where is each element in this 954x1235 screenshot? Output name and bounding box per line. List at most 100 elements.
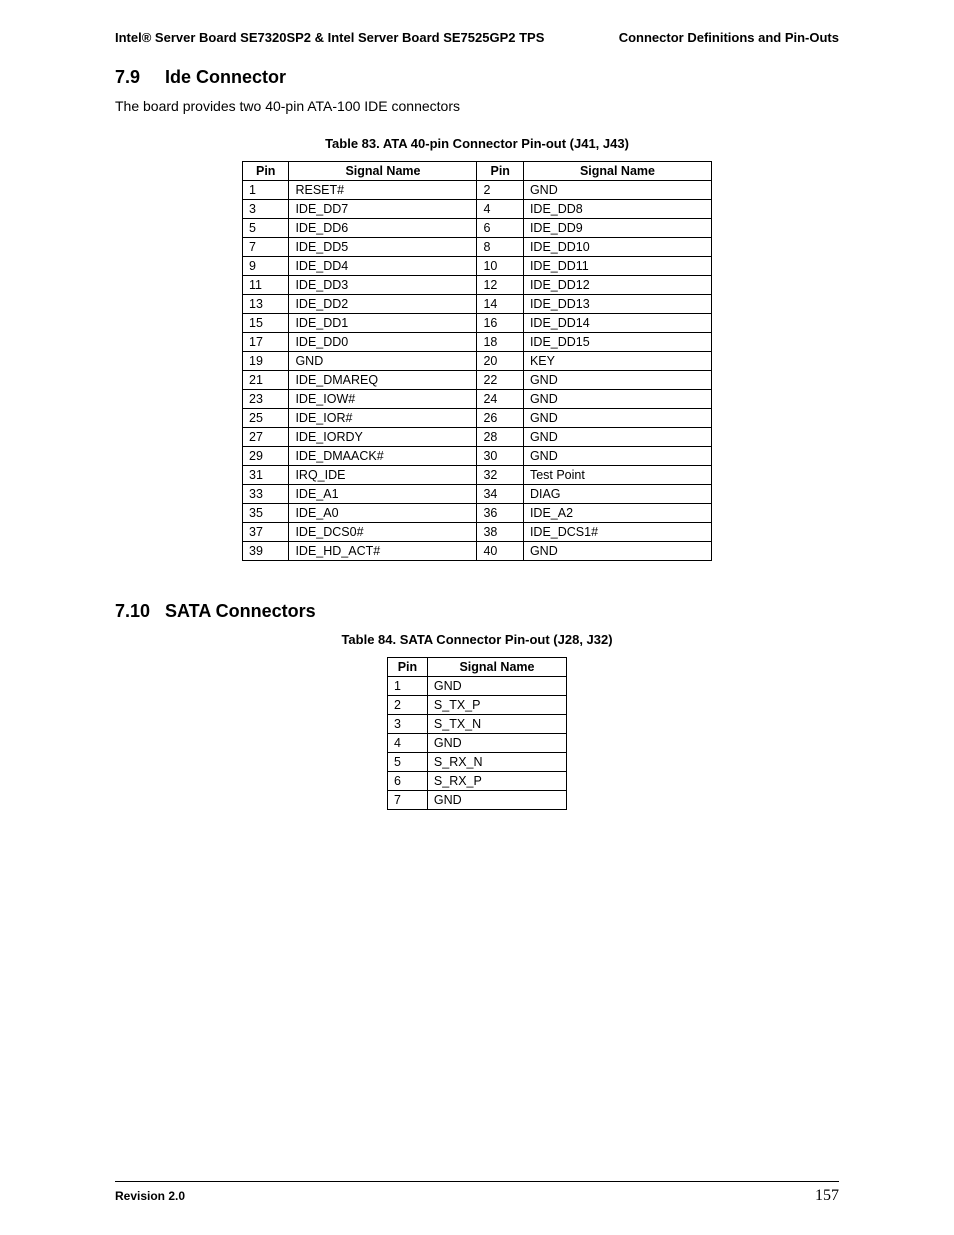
- table-cell: GND: [427, 677, 566, 696]
- table-cell: 20: [477, 352, 523, 371]
- table-cell: 36: [477, 504, 523, 523]
- table-cell: S_RX_N: [427, 753, 566, 772]
- table-cell: Test Point: [523, 466, 711, 485]
- table-cell: 1: [243, 181, 289, 200]
- table-cell: 40: [477, 542, 523, 561]
- table-row: 13IDE_DD214IDE_DD13: [243, 295, 712, 314]
- table-row: 37IDE_DCS0#38IDE_DCS1#: [243, 523, 712, 542]
- col-header: Signal Name: [427, 658, 566, 677]
- table-cell: IDE_DD9: [523, 219, 711, 238]
- table-cell: IDE_DD2: [289, 295, 477, 314]
- table-cell: 2: [388, 696, 428, 715]
- table-cell: IDE_DMAREQ: [289, 371, 477, 390]
- table-row: 35IDE_A036IDE_A2: [243, 504, 712, 523]
- table-cell: IDE_DD10: [523, 238, 711, 257]
- table-row: 1RESET#2GND: [243, 181, 712, 200]
- table-cell: 26: [477, 409, 523, 428]
- table-cell: IDE_DD4: [289, 257, 477, 276]
- section-number: 7.10: [115, 601, 160, 622]
- section-number: 7.9: [115, 67, 160, 88]
- table-cell: 1: [388, 677, 428, 696]
- table-83: Pin Signal Name Pin Signal Name 1RESET#2…: [242, 161, 712, 561]
- table-cell: 4: [388, 734, 428, 753]
- table-row: 17IDE_DD018IDE_DD15: [243, 333, 712, 352]
- table-header-row: Pin Signal Name Pin Signal Name: [243, 162, 712, 181]
- table-cell: GND: [523, 390, 711, 409]
- table-row: 7GND: [388, 791, 567, 810]
- table-row: 3IDE_DD74IDE_DD8: [243, 200, 712, 219]
- section-body: The board provides two 40-pin ATA-100 ID…: [115, 98, 839, 114]
- col-header: Signal Name: [289, 162, 477, 181]
- table-cell: 9: [243, 257, 289, 276]
- table-cell: 4: [477, 200, 523, 219]
- table-cell: 24: [477, 390, 523, 409]
- table-row: 6S_RX_P: [388, 772, 567, 791]
- table-row: 11IDE_DD312IDE_DD12: [243, 276, 712, 295]
- table-cell: IDE_DD6: [289, 219, 477, 238]
- table-cell: IDE_HD_ACT#: [289, 542, 477, 561]
- table-row: 23IDE_IOW#24GND: [243, 390, 712, 409]
- table-cell: GND: [523, 542, 711, 561]
- table-cell: S_RX_P: [427, 772, 566, 791]
- table-cell: GND: [523, 428, 711, 447]
- table-row: 31IRQ_IDE32Test Point: [243, 466, 712, 485]
- table-cell: 34: [477, 485, 523, 504]
- table-cell: 32: [477, 466, 523, 485]
- table-cell: 16: [477, 314, 523, 333]
- table-row: 1GND: [388, 677, 567, 696]
- table-row: 27IDE_IORDY28GND: [243, 428, 712, 447]
- table-cell: 28: [477, 428, 523, 447]
- table-cell: IDE_DD11: [523, 257, 711, 276]
- section-heading-7-9: 7.9 Ide Connector: [115, 67, 839, 88]
- table-cell: GND: [523, 447, 711, 466]
- table-cell: IDE_DD15: [523, 333, 711, 352]
- table-row: 29IDE_DMAACK#30GND: [243, 447, 712, 466]
- table-cell: IDE_IOW#: [289, 390, 477, 409]
- header-right: Connector Definitions and Pin-Outs: [619, 30, 839, 45]
- table-cell: 3: [243, 200, 289, 219]
- table-cell: IDE_DD14: [523, 314, 711, 333]
- table-cell: 13: [243, 295, 289, 314]
- section-title: SATA Connectors: [165, 601, 316, 621]
- table-cell: IDE_DMAACK#: [289, 447, 477, 466]
- table-cell: IDE_IOR#: [289, 409, 477, 428]
- table-cell: 6: [477, 219, 523, 238]
- table-cell: 17: [243, 333, 289, 352]
- table-cell: 5: [388, 753, 428, 772]
- table-cell: GND: [427, 734, 566, 753]
- table-row: 15IDE_DD116IDE_DD14: [243, 314, 712, 333]
- table-cell: 7: [243, 238, 289, 257]
- table-cell: 30: [477, 447, 523, 466]
- table-cell: 18: [477, 333, 523, 352]
- table-header-row: Pin Signal Name: [388, 658, 567, 677]
- table-cell: 7: [388, 791, 428, 810]
- table-cell: DIAG: [523, 485, 711, 504]
- table-cell: IDE_A1: [289, 485, 477, 504]
- table-cell: IDE_DD0: [289, 333, 477, 352]
- table-cell: IDE_A0: [289, 504, 477, 523]
- table-cell: 23: [243, 390, 289, 409]
- table-row: 2S_TX_P: [388, 696, 567, 715]
- footer-page-number: 157: [815, 1187, 839, 1205]
- table-cell: IDE_A2: [523, 504, 711, 523]
- table-cell: 27: [243, 428, 289, 447]
- table-row: 7IDE_DD58IDE_DD10: [243, 238, 712, 257]
- table-cell: 3: [388, 715, 428, 734]
- table-row: 39IDE_HD_ACT#40GND: [243, 542, 712, 561]
- table-83-caption: Table 83. ATA 40-pin Connector Pin-out (…: [115, 136, 839, 151]
- table-cell: 8: [477, 238, 523, 257]
- header-left: Intel® Server Board SE7320SP2 & Intel Se…: [115, 30, 544, 45]
- table-row: 5IDE_DD66IDE_DD9: [243, 219, 712, 238]
- table-row: 4GND: [388, 734, 567, 753]
- table-row: 9IDE_DD410IDE_DD11: [243, 257, 712, 276]
- table-cell: 19: [243, 352, 289, 371]
- table-cell: KEY: [523, 352, 711, 371]
- table-cell: IDE_DD12: [523, 276, 711, 295]
- table-cell: 6: [388, 772, 428, 791]
- table-84: Pin Signal Name 1GND2S_TX_P3S_TX_N4GND5S…: [387, 657, 567, 810]
- table-cell: 14: [477, 295, 523, 314]
- table-cell: IDE_DD3: [289, 276, 477, 295]
- col-header: Signal Name: [523, 162, 711, 181]
- table-cell: IRQ_IDE: [289, 466, 477, 485]
- table-cell: S_TX_P: [427, 696, 566, 715]
